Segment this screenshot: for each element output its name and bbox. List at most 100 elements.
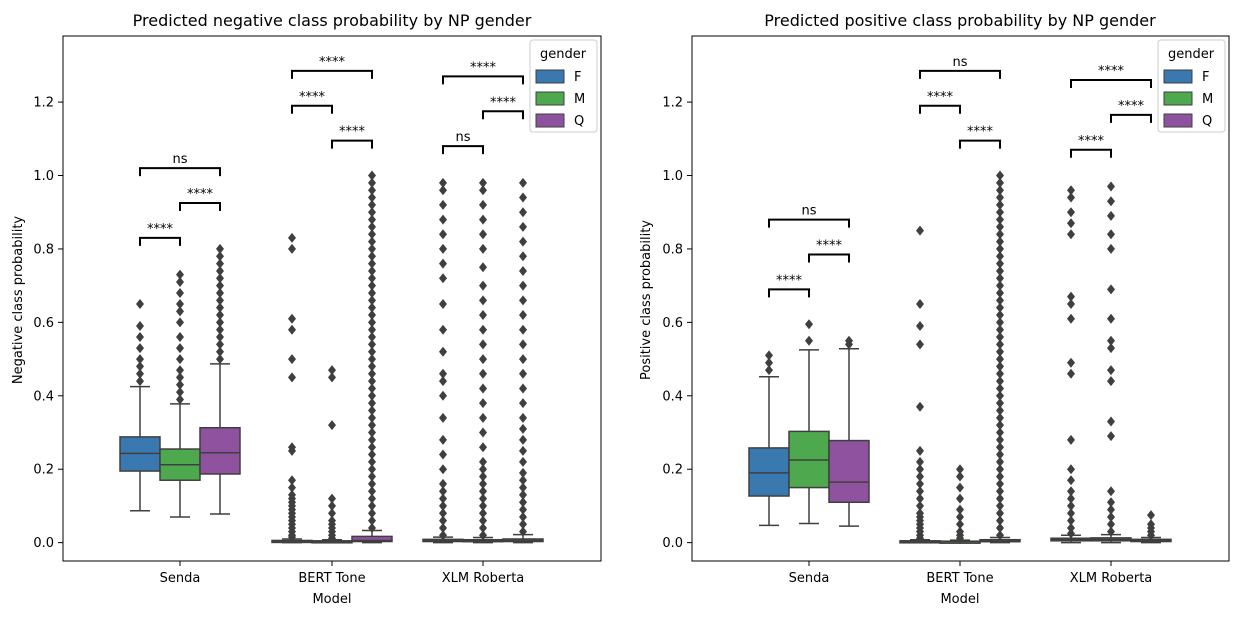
outlier-point (1147, 510, 1155, 521)
outlier-point (1067, 357, 1075, 368)
significance-label: **** (490, 95, 517, 110)
outlier-point (996, 390, 1004, 401)
outlier-point (288, 482, 296, 493)
box-senda-m (788, 319, 830, 525)
box-bert-tone-m (939, 464, 981, 544)
outlier-point (996, 346, 1004, 357)
outlier-point (1067, 493, 1075, 504)
outlier-point (368, 302, 376, 313)
significance-bracket (1070, 148, 1112, 158)
outlier-point (479, 464, 487, 475)
significance-annotation: **** (808, 238, 850, 263)
outlier-point (176, 299, 184, 310)
outlier-point (176, 379, 184, 390)
outlier-point (368, 170, 376, 181)
outlier-point (519, 207, 527, 218)
positive-probability-panel: Predicted positive class probability by … (639, 11, 1230, 607)
outlier-point (519, 423, 527, 434)
outlier-point (136, 299, 144, 310)
negative-probability-panel: Predicted negative class probability by … (11, 11, 602, 607)
outlier-point (916, 500, 924, 511)
outlier-point (368, 310, 376, 321)
outlier-point (439, 434, 447, 445)
outlier-point (519, 310, 527, 321)
outlier-point (519, 482, 527, 493)
outlier-point (439, 229, 447, 240)
outlier-point (996, 170, 1004, 181)
outlier-point (996, 192, 1004, 203)
outlier-point (805, 335, 813, 346)
outlier-point (996, 317, 1004, 328)
y-tick-label: 0.8 (662, 242, 683, 257)
significance-label: ns (172, 152, 187, 167)
outlier-point (288, 243, 296, 254)
outlier-point (1067, 515, 1075, 526)
outlier-point (519, 251, 527, 262)
legend-swatch-m (535, 91, 565, 106)
outlier-point (996, 478, 1004, 489)
outlier-point (439, 530, 447, 541)
outlier-point (519, 456, 527, 467)
outlier-point (479, 339, 487, 350)
outlier-point (479, 214, 487, 225)
outlier-point (479, 185, 487, 196)
y-tick-label: 0.2 (33, 463, 54, 478)
x-tick-label: Senda (789, 571, 830, 586)
legend-label-q: Q (574, 114, 584, 129)
significance-annotation: **** (919, 90, 961, 114)
outlier-point (216, 354, 224, 365)
outlier-point (368, 258, 376, 269)
outlier-point (519, 368, 527, 379)
outlier-point (1067, 192, 1075, 203)
outlier-point (368, 354, 376, 365)
outlier-point (368, 420, 376, 431)
outlier-point (996, 199, 1004, 210)
outlier-point (519, 497, 527, 508)
outlier-point (996, 207, 1004, 218)
outlier-point (439, 486, 447, 497)
significance-bracket (959, 139, 1001, 149)
significance-bracket (442, 145, 484, 155)
outlier-point (439, 412, 447, 423)
outlier-point (519, 236, 527, 247)
box-xlm-roberta-q (502, 177, 544, 544)
outlier-point (519, 519, 527, 530)
outlier-point (1067, 475, 1075, 486)
outlier-point (439, 299, 447, 310)
outlier-point (479, 280, 487, 291)
outlier-point (216, 346, 224, 357)
outlier-point (996, 243, 1004, 254)
outlier-point (439, 185, 447, 196)
outlier-point (368, 251, 376, 262)
outlier-point (368, 221, 376, 232)
y-tick-label: 0.2 (662, 463, 683, 478)
outlier-point (288, 324, 296, 335)
outlier-point (368, 390, 376, 401)
y-tick-label: 0.0 (33, 536, 54, 551)
outlier-point (216, 273, 224, 284)
outlier-point (216, 317, 224, 328)
outlier-point (996, 398, 1004, 409)
significance-annotation: **** (139, 222, 181, 246)
outlier-point (996, 221, 1004, 232)
outlier-point (1107, 504, 1115, 515)
outlier-point (216, 251, 224, 262)
outlier-point (328, 365, 336, 376)
outlier-point (519, 192, 527, 203)
legend-title: gender (540, 47, 587, 62)
outlier-point (916, 321, 924, 332)
y-tick-label: 0.0 (662, 536, 683, 551)
outlier-point (519, 434, 527, 445)
legend-swatch-f (1163, 69, 1193, 84)
outlier-point (368, 434, 376, 445)
outlier-point (368, 368, 376, 379)
significance-bracket (139, 236, 181, 246)
outlier-point (368, 280, 376, 291)
outlier-point (328, 500, 336, 511)
outlier-point (328, 420, 336, 431)
outlier-point (368, 456, 376, 467)
outlier-point (996, 486, 1004, 497)
outlier-point (176, 306, 184, 317)
outlier-point (439, 214, 447, 225)
